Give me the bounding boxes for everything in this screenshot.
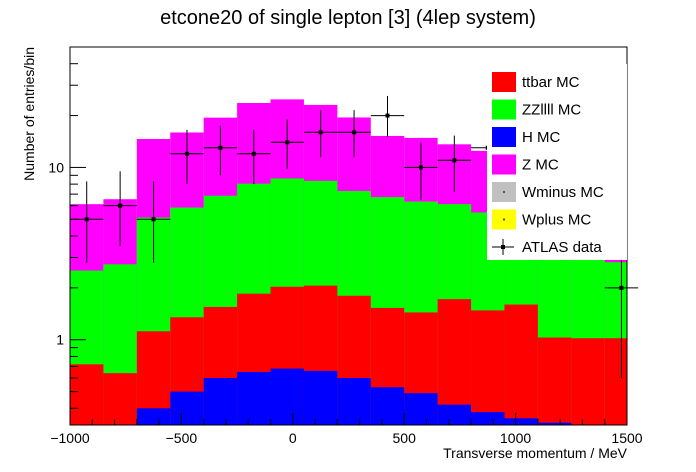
data-point — [84, 217, 89, 222]
chart-title: etcone20 of single lepton [3] (4lep syst… — [160, 7, 536, 29]
legend-label: Wplus MC — [522, 212, 591, 229]
bar-h-mc — [337, 377, 371, 425]
bar-ttbar-mc — [537, 337, 572, 425]
bar-ttbar-mc — [571, 338, 605, 425]
legend-label: Wminus MC — [522, 184, 604, 201]
data-point — [251, 151, 256, 156]
axes: −1000 −500 0 500 1000 1500 1 10 — [48, 63, 643, 446]
bar-ttbar-mc — [103, 373, 137, 425]
bar-h-mc — [471, 412, 505, 425]
data-points — [70, 95, 639, 378]
y-tick-label: 10 — [48, 159, 64, 175]
legend-label: ttbar MC — [522, 74, 580, 91]
legend-swatch-marker — [503, 191, 505, 193]
bar-ttbar-mc — [70, 364, 104, 425]
legend-label: Z MC — [522, 157, 559, 174]
bar-h-mc — [537, 422, 572, 425]
y-axis-label: Number of entries/bin — [21, 47, 37, 181]
legend-swatch-marker — [503, 218, 505, 221]
legend-data-marker — [501, 245, 505, 249]
bar-h-mc — [270, 368, 304, 425]
data-point — [184, 151, 189, 156]
bar-ttbar-mc — [471, 310, 505, 425]
data-point — [452, 158, 457, 163]
data-point — [619, 285, 624, 290]
y-tick-label: 1 — [56, 332, 64, 348]
data-point — [151, 217, 156, 222]
bar-h-mc — [303, 370, 338, 425]
data-point — [385, 113, 390, 118]
bar-h-mc — [237, 371, 271, 425]
data-point — [418, 165, 423, 170]
bar-ttbar-mc — [437, 299, 472, 425]
x-tick-label: 1500 — [611, 430, 642, 446]
legend-swatch — [492, 72, 516, 92]
x-axis-label: Transverse momentum / MeV — [443, 445, 628, 461]
legend-swatch — [492, 99, 516, 120]
legend-swatch — [492, 127, 516, 147]
x-tick-label: −1000 — [50, 430, 90, 446]
bar-h-mc — [504, 418, 538, 425]
data-point — [318, 130, 323, 135]
bar-ttbar-mc — [504, 304, 538, 425]
legend-swatch — [492, 154, 516, 175]
bar-h-mc — [404, 393, 438, 425]
stacked-bars — [70, 99, 627, 426]
x-tick-label: 1000 — [500, 430, 531, 446]
x-tick-label: 0 — [289, 430, 297, 446]
x-tick-label: −500 — [166, 430, 198, 446]
data-point — [218, 145, 223, 150]
x-tick-label: 500 — [393, 430, 417, 446]
bar-h-mc — [170, 391, 204, 425]
legend-label: ATLAS data — [522, 239, 602, 256]
data-point — [285, 140, 290, 145]
legend-label: H MC — [522, 129, 560, 146]
data-point — [118, 203, 123, 208]
bar-h-mc — [437, 404, 472, 425]
bar-h-mc — [370, 387, 405, 425]
legend: ttbar MC ZZllll MC H MC Z MC Wminus MC Wplus … — [487, 64, 627, 260]
data-point — [352, 130, 357, 135]
bar-ttbar-mc — [604, 338, 627, 425]
bar-h-mc — [136, 408, 171, 425]
legend-label: ZZllll MC — [522, 102, 581, 119]
bar-h-mc — [203, 377, 238, 425]
